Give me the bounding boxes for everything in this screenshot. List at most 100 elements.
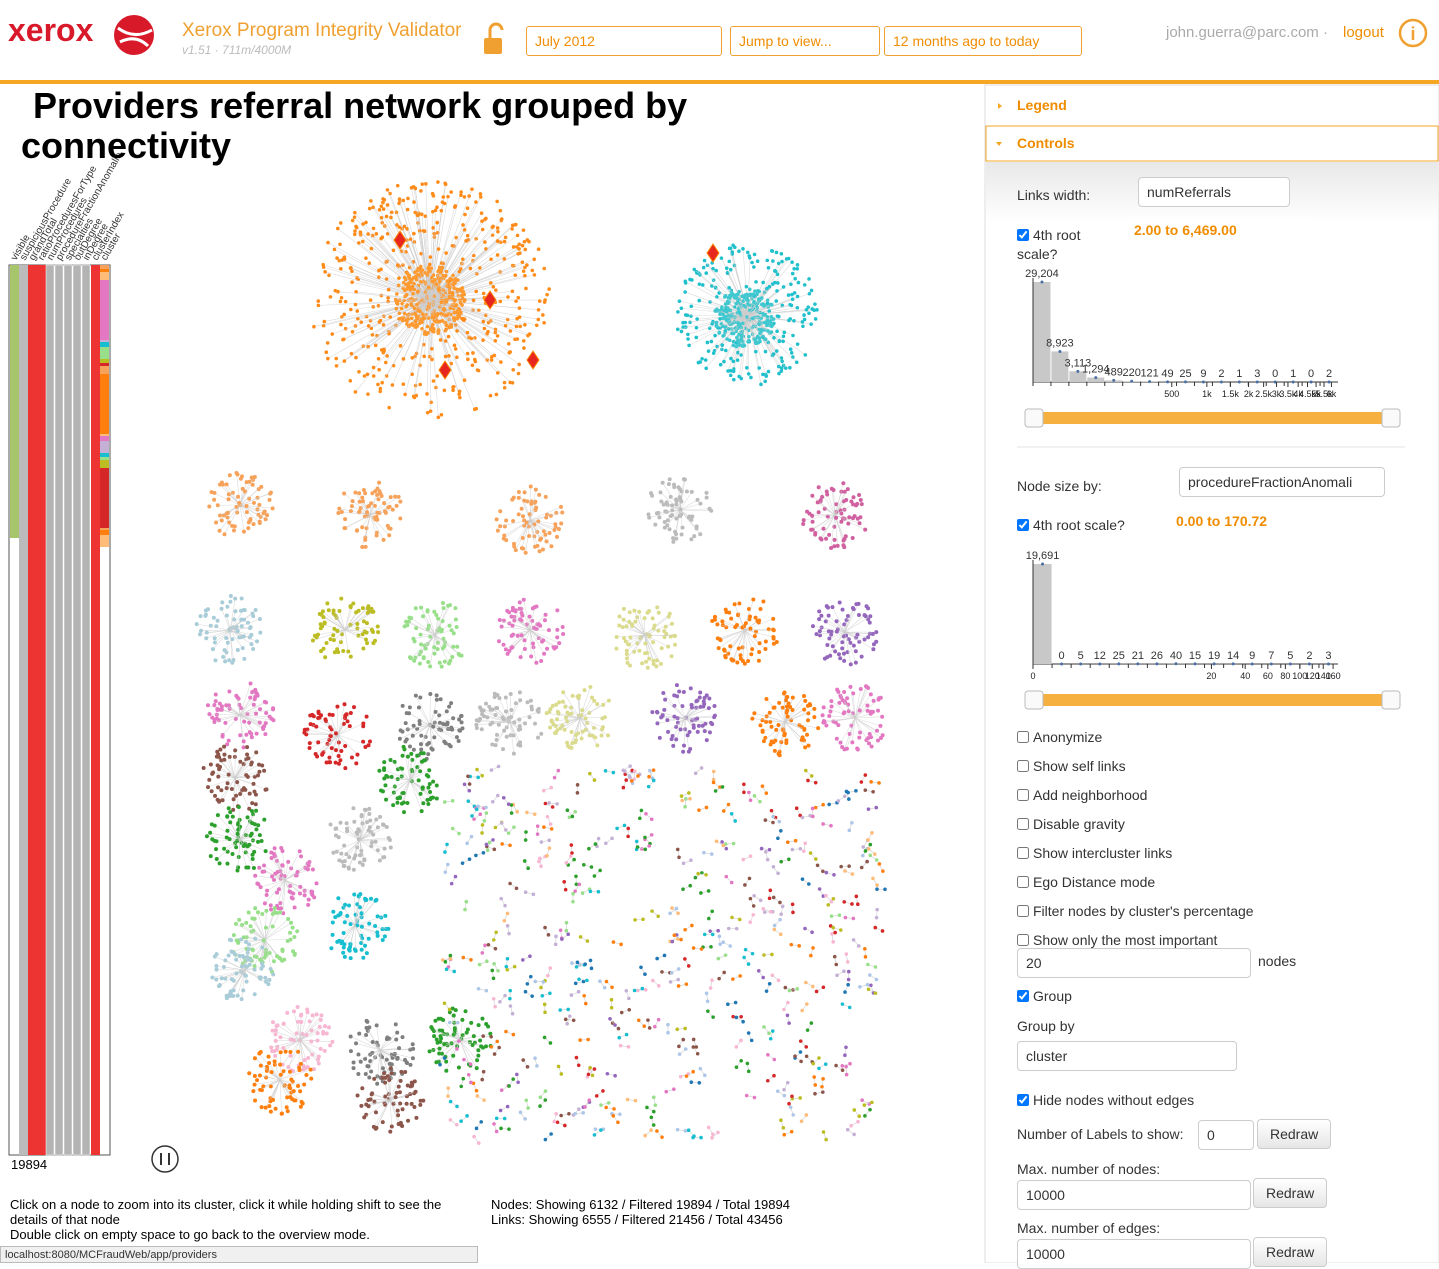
- node: [745, 298, 749, 302]
- cluster[interactable]: [710, 598, 779, 666]
- matrix-cell: [55, 265, 63, 1155]
- cluster[interactable]: [202, 745, 269, 812]
- cluster[interactable]: [253, 846, 318, 915]
- node: [782, 285, 786, 289]
- node: [225, 829, 229, 833]
- node: [524, 287, 528, 291]
- cluster[interactable]: [206, 682, 275, 750]
- node: [571, 694, 575, 698]
- node: [264, 954, 268, 958]
- cluster[interactable]: [811, 600, 878, 666]
- cluster[interactable]: [646, 477, 713, 544]
- cluster[interactable]: [329, 892, 390, 960]
- node: [863, 638, 867, 642]
- node: [518, 690, 522, 694]
- node: [842, 690, 846, 694]
- node: [354, 853, 358, 857]
- node: [322, 647, 326, 651]
- cluster[interactable]: [474, 690, 543, 755]
- cluster[interactable]: [336, 481, 402, 549]
- node: [801, 320, 805, 324]
- node: [240, 997, 244, 1001]
- cluster[interactable]: [750, 690, 820, 757]
- node: [429, 401, 433, 405]
- cluster[interactable]: [403, 601, 464, 669]
- cluster[interactable]: [398, 692, 465, 761]
- node: [432, 610, 436, 614]
- cluster[interactable]: [311, 597, 380, 660]
- node: [713, 714, 717, 718]
- cluster[interactable]: [205, 805, 268, 872]
- node: [496, 529, 500, 533]
- node: [291, 897, 295, 901]
- node: [838, 656, 842, 660]
- node: [402, 357, 406, 361]
- node: [747, 372, 751, 376]
- node: [312, 714, 316, 718]
- node: [292, 935, 296, 939]
- node: [220, 518, 224, 522]
- cluster[interactable]: [207, 471, 274, 536]
- node: [256, 882, 260, 886]
- node: [851, 536, 855, 540]
- node: [219, 788, 223, 792]
- node: [423, 229, 427, 233]
- cluster[interactable]: [650, 683, 717, 754]
- node: [835, 737, 839, 741]
- node: [214, 520, 218, 524]
- slider-handle[interactable]: [1025, 691, 1043, 709]
- cluster[interactable]: [715, 288, 776, 349]
- node: [496, 253, 500, 257]
- node: [839, 741, 843, 745]
- cluster[interactable]: [329, 806, 393, 871]
- cluster[interactable]: [195, 594, 263, 665]
- cluster[interactable]: [495, 485, 565, 555]
- node: [253, 874, 257, 878]
- edge: [524, 501, 530, 520]
- node: [206, 607, 210, 611]
- node: [549, 544, 553, 548]
- node: [394, 298, 398, 302]
- cluster[interactable]: [497, 598, 565, 665]
- node: [375, 232, 379, 236]
- node: [769, 303, 773, 307]
- slider-handle[interactable]: [1382, 691, 1400, 709]
- edge: [223, 484, 240, 505]
- lock-icon[interactable]: [484, 38, 502, 54]
- node: [651, 659, 655, 663]
- node: [671, 540, 675, 544]
- node: [437, 713, 441, 717]
- cluster[interactable]: [821, 684, 885, 751]
- node: [369, 298, 373, 302]
- node: [388, 505, 392, 509]
- cluster[interactable]: [545, 685, 611, 750]
- node: [224, 703, 228, 707]
- slider-handle[interactable]: [1025, 409, 1043, 427]
- node: [395, 292, 399, 296]
- node: [361, 632, 365, 636]
- pause-button[interactable]: [152, 1146, 178, 1172]
- node: [306, 903, 310, 907]
- node: [335, 364, 339, 368]
- node: [802, 313, 806, 317]
- node: [517, 372, 521, 376]
- cluster[interactable]: [801, 481, 867, 550]
- node: [825, 493, 829, 497]
- node: [759, 383, 763, 387]
- bar-dot: [1289, 662, 1292, 665]
- cluster[interactable]: [302, 702, 372, 770]
- node: [404, 620, 408, 624]
- node: [484, 702, 488, 706]
- node: [213, 491, 217, 495]
- bar-label: 489: [1105, 366, 1123, 378]
- node: [803, 745, 807, 749]
- node: [846, 614, 850, 618]
- node: [795, 267, 799, 271]
- node: [689, 537, 693, 541]
- node: [727, 286, 731, 290]
- slider-handle[interactable]: [1382, 409, 1400, 427]
- node: [264, 849, 268, 853]
- node: [822, 705, 826, 709]
- node: [845, 618, 849, 622]
- cluster[interactable]: [614, 605, 677, 669]
